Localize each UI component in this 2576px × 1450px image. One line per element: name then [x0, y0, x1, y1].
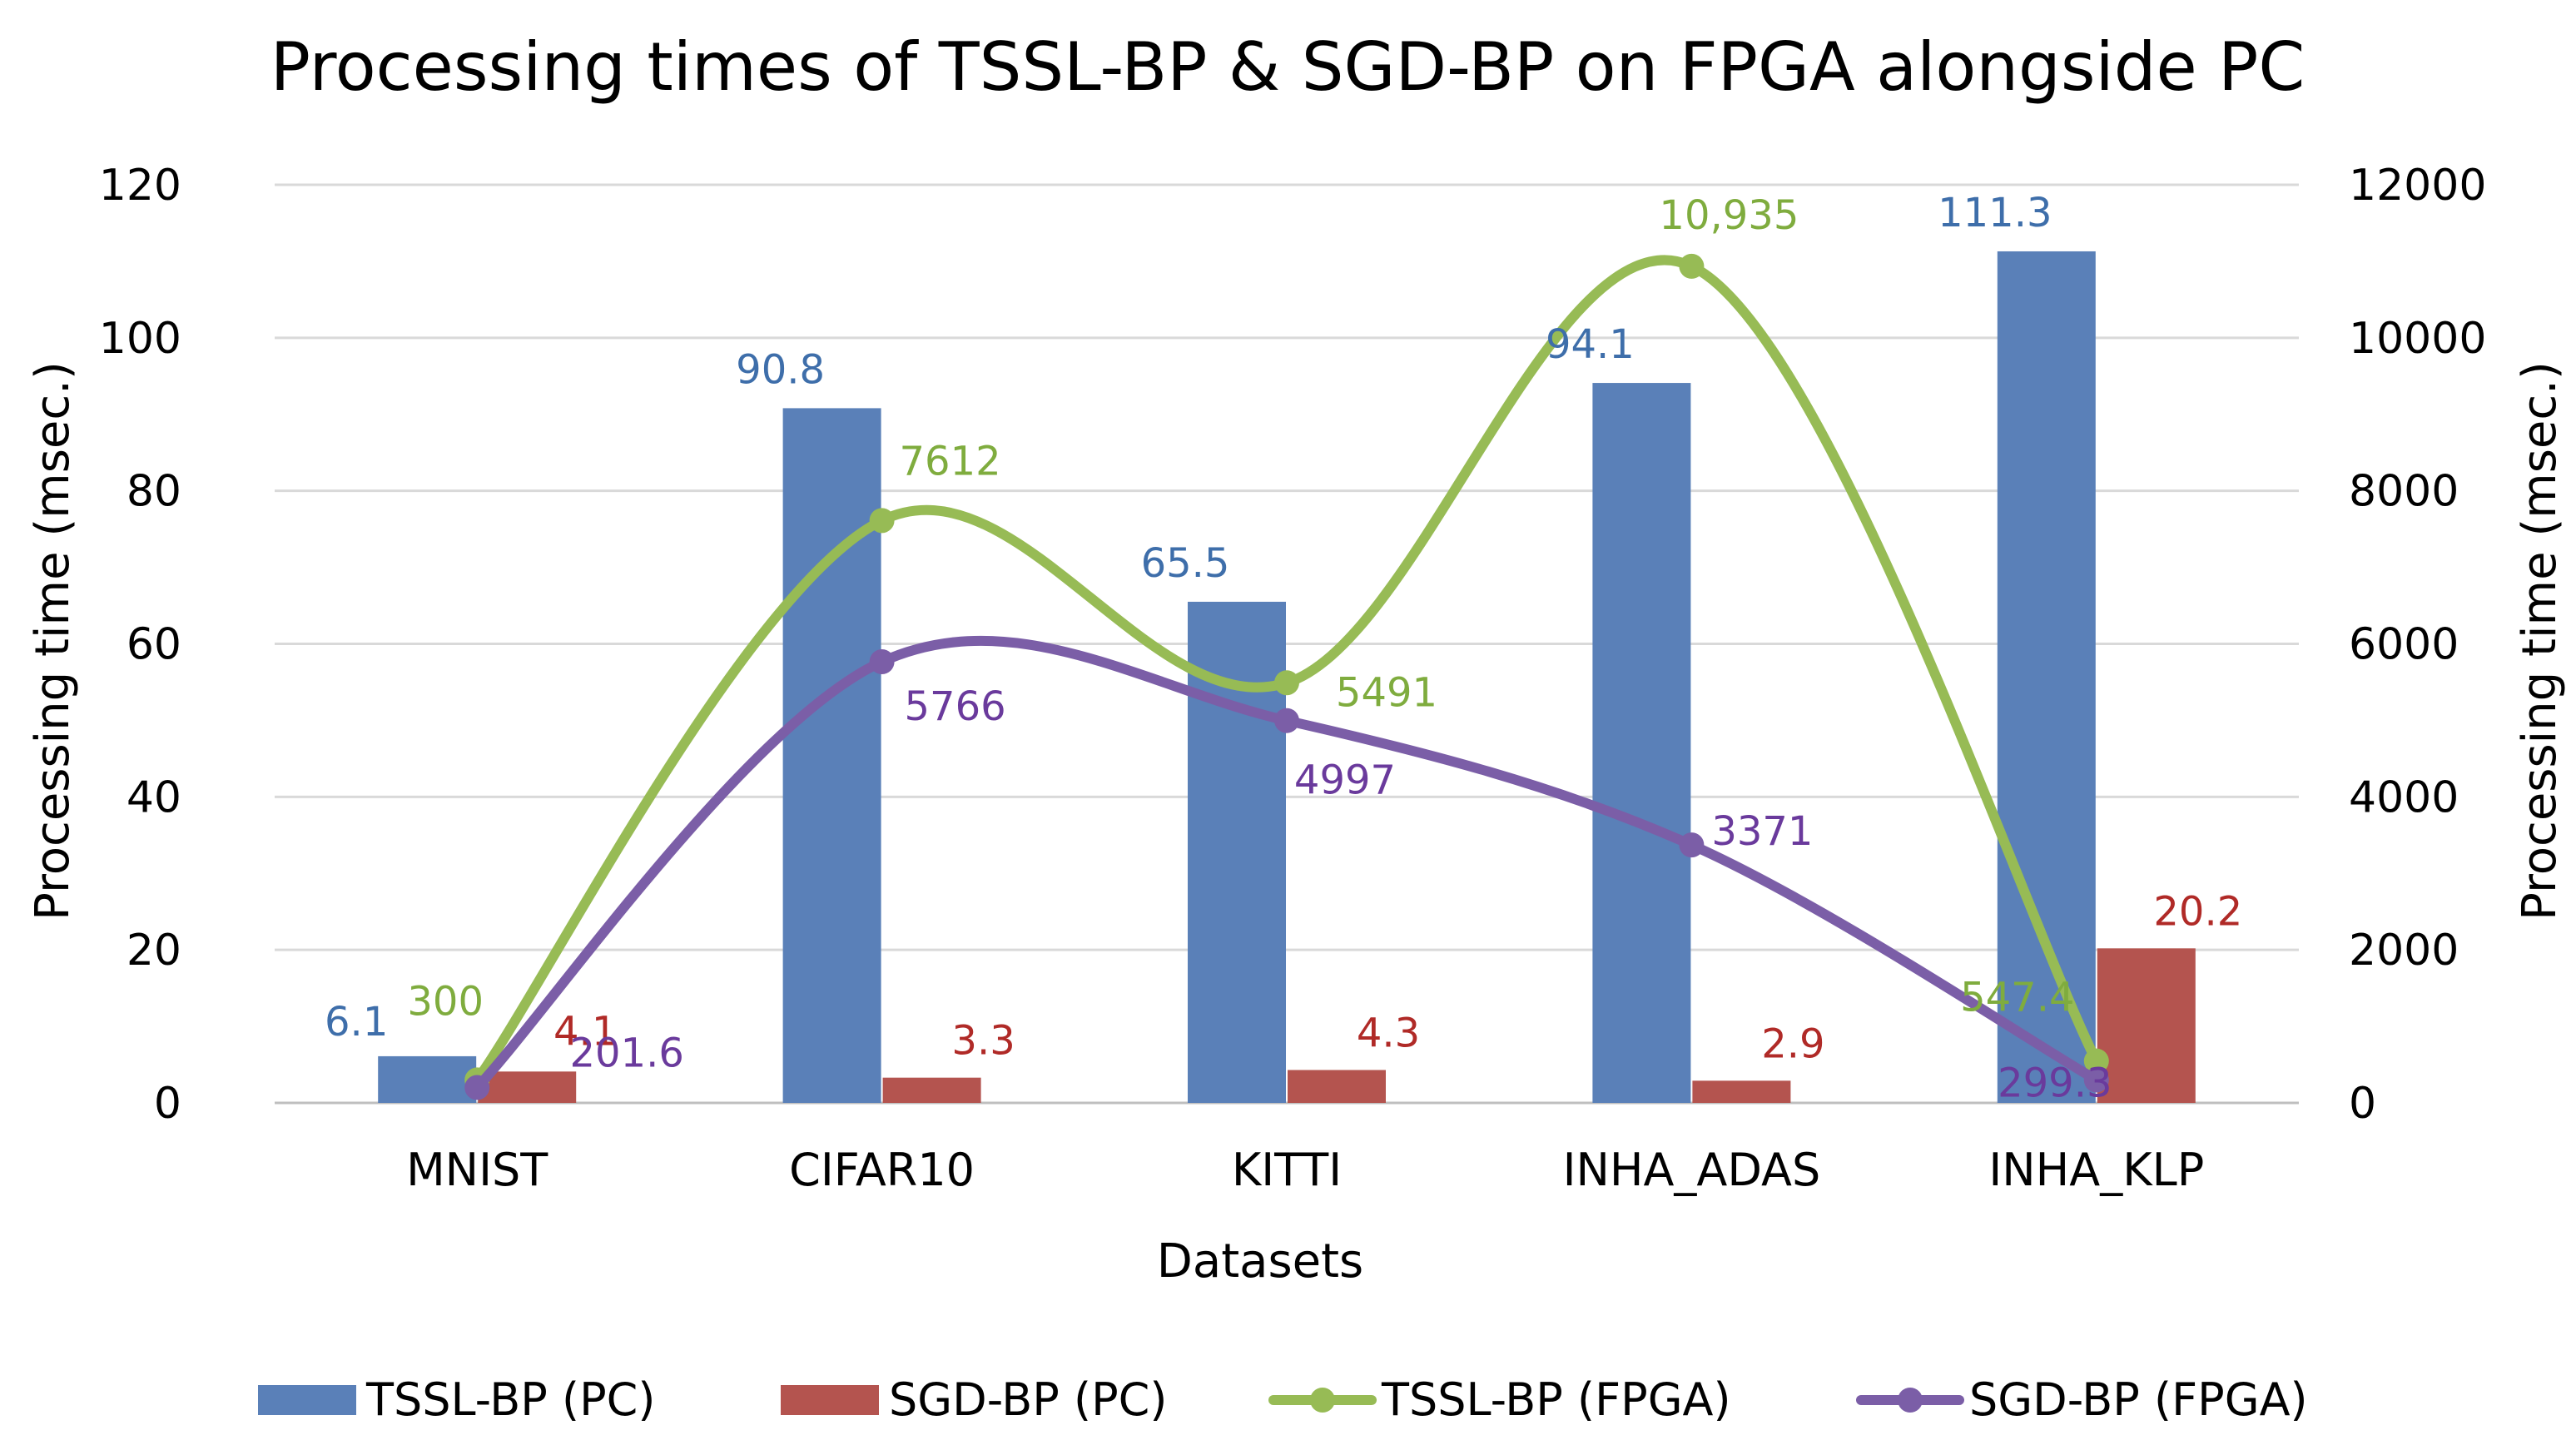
data-labels: 6.1 90.8 65.5 94.1 111.3 4.1 3.3 4.3 2.9 20.2 300 7… [325, 190, 2242, 1107]
left-tick-label: 60 [127, 620, 181, 670]
tssl-bp-fpga-data-label: 547.4 [1960, 975, 2074, 1021]
lines [464, 253, 2109, 1100]
sgd-bp-pc-bar [1288, 1070, 1386, 1103]
left-tick-label: 0 [154, 1079, 181, 1129]
tssl-bp-pc-bar [1592, 383, 1691, 1103]
right-tick-label: 4000 [2349, 772, 2459, 822]
category-label: KITTI [1232, 1144, 1342, 1196]
left-tick-label: 40 [127, 772, 181, 822]
tssl-bp-pc-bar [782, 408, 881, 1103]
sgd-bp-pc-data-label: 20.2 [2153, 888, 2242, 935]
tssl-bp-fpga-data-label: 5491 [1336, 669, 1437, 716]
left-tick-label: 120 [99, 161, 181, 211]
category-label: INHA_KLP [1988, 1144, 2204, 1196]
tssl-bp-fpga-data-label: 300 [407, 978, 484, 1025]
category-label: MNIST [406, 1144, 548, 1196]
tssl-bp-fpga-data-label: 10,935 [1659, 192, 1799, 239]
tssl-bp-pc-data-label: 90.8 [736, 346, 825, 393]
sgd-bp-pc-bar [2097, 948, 2196, 1103]
sgd-bp-fpga-point [869, 649, 895, 675]
sgd-bp-pc-data-label: 3.3 [951, 1018, 1015, 1065]
sgd-bp-fpga-line [472, 635, 2102, 1093]
sgd-bp-fpga-point [1274, 708, 1299, 733]
tssl-bp-fpga-legend-label: TSSL-BP (FPGA) [1381, 1373, 1731, 1426]
sgd-bp-fpga-point [464, 1075, 490, 1100]
left-axis-ticks: 0 20 40 60 80 100 120 [99, 161, 181, 1129]
sgd-bp-pc-bar [1692, 1080, 1791, 1103]
sgd-bp-fpga-point [2083, 1067, 2109, 1093]
sgd-bp-fpga-legend-label: SGD-BP (FPGA) [1969, 1373, 2308, 1426]
tssl-bp-pc-bar [378, 1055, 477, 1103]
left-tick-label: 20 [127, 926, 181, 976]
left-tick-label: 80 [127, 467, 181, 517]
sgd-bp-fpga-legend-marker [1898, 1388, 1923, 1413]
sgd-bp-fpga-data-label: 3371 [1711, 808, 1813, 855]
x-axis-title: Datasets [1157, 1234, 1363, 1289]
right-tick-label: 10000 [2349, 314, 2486, 364]
sgd-bp-pc-data-label: 2.9 [1761, 1020, 1824, 1067]
tssl-bp-pc-data-label: 111.3 [1938, 190, 2052, 236]
sgd-bp-pc-legend-label: SGD-BP (PC) [889, 1373, 1167, 1426]
tssl-bp-fpga-point [2083, 1048, 2109, 1074]
legend: TSSL-BP (PC) SGD-BP (PC) TSSL-BP (FPGA) SGD… [258, 1373, 2308, 1426]
y-axis-title-left: Processing time (msec.) [26, 361, 80, 921]
tssl-bp-fpga-point [869, 508, 895, 534]
tssl-bp-pc-bar [1997, 251, 2096, 1103]
tssl-bp-fpga-legend-marker [1310, 1388, 1335, 1413]
sgd-bp-pc-data-label: 4.1 [553, 1008, 617, 1055]
y-axis-title-right: Processing time (msec.) [2513, 361, 2567, 921]
left-tick-label: 100 [99, 314, 181, 364]
gridlines [275, 183, 2299, 1105]
right-axis-ticks: 0 2000 4000 6000 8000 10000 12000 [2349, 161, 2486, 1129]
right-tick-label: 6000 [2349, 620, 2459, 670]
right-tick-label: 2000 [2349, 926, 2459, 976]
sgd-bp-fpga-data-label: 5766 [905, 683, 1006, 730]
sgd-bp-pc-bar [478, 1071, 577, 1103]
category-labels: MNIST CIFAR10 KITTI INHA_ADAS INHA_KLP [406, 1144, 2204, 1196]
tssl-bp-pc-legend-label: TSSL-BP (PC) [365, 1373, 655, 1426]
sgd-bp-fpga-data-label: 299.3 [1998, 1060, 2112, 1106]
tssl-bp-pc-legend-swatch [258, 1385, 356, 1415]
right-tick-label: 12000 [2349, 161, 2486, 211]
chart-title: Processing times of TSSL-BP & SGD-BP on … [271, 28, 2305, 106]
tssl-bp-fpga-point [1274, 670, 1299, 696]
tssl-bp-pc-data-label: 94.1 [1546, 321, 1635, 368]
sgd-bp-pc-bar [882, 1077, 981, 1103]
tssl-bp-fpga-line [472, 255, 2102, 1085]
right-tick-label: 8000 [2349, 467, 2459, 517]
tssl-bp-fpga-point [1679, 253, 1705, 279]
tssl-bp-fpga-data-label: 7612 [900, 438, 1001, 484]
tssl-bp-pc-data-label: 6.1 [325, 999, 388, 1045]
sgd-bp-fpga-data-label: 4997 [1294, 757, 1396, 804]
sgd-bp-fpga-data-label: 201.6 [569, 1030, 683, 1076]
sgd-bp-pc-data-label: 4.3 [1357, 1010, 1420, 1056]
bars [378, 251, 2196, 1103]
sgd-bp-fpga-point [1679, 832, 1705, 858]
category-label: CIFAR10 [789, 1144, 975, 1196]
category-label: INHA_ADAS [1563, 1144, 1821, 1196]
tssl-bp-pc-data-label: 65.5 [1141, 540, 1230, 587]
right-tick-label: 0 [2349, 1079, 2376, 1129]
sgd-bp-pc-legend-swatch [781, 1385, 879, 1415]
